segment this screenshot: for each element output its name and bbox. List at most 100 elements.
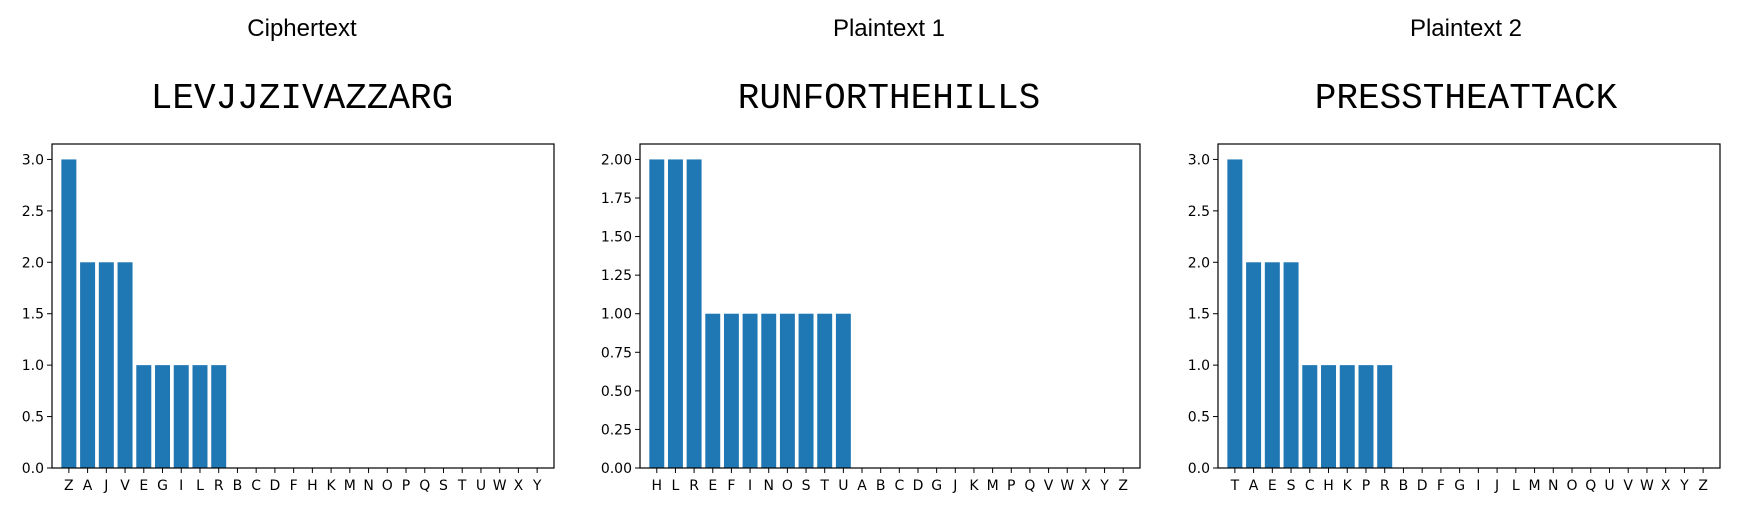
x-tick-label: V — [1623, 478, 1633, 494]
bar-H — [1321, 365, 1337, 468]
y-tick-label: 1.75 — [601, 191, 632, 207]
x-tick-label: W — [493, 478, 507, 494]
x-tick-label: J — [952, 478, 957, 494]
x-tick-label: X — [1661, 478, 1671, 494]
x-tick-label: R — [1380, 478, 1390, 494]
x-tick-label: E — [708, 478, 717, 494]
bar-U — [835, 313, 851, 468]
y-tick-label: 2.5 — [1188, 204, 1210, 220]
x-tick-label: G — [1454, 478, 1465, 494]
x-tick-label: T — [819, 478, 829, 494]
plot-frame — [51, 143, 555, 469]
x-tick-label: W — [1640, 478, 1654, 494]
y-tick-label: 1.5 — [22, 307, 44, 323]
x-tick-label: G — [931, 478, 942, 494]
x-tick-label: L — [1512, 478, 1520, 494]
y-tick-label: 1.00 — [601, 307, 632, 323]
x-tick-label: Z — [64, 478, 74, 494]
x-tick-label: P — [1007, 478, 1015, 494]
x-tick-label: B — [233, 478, 243, 494]
x-tick-label: R — [689, 478, 699, 494]
x-tick-label: L — [672, 478, 680, 494]
bar-P — [1358, 365, 1374, 468]
x-tick-label: Q — [1024, 478, 1035, 494]
y-tick-label: 2.0 — [1188, 255, 1210, 271]
x-tick-label: A — [1249, 478, 1259, 494]
y-tick-label: 1.50 — [601, 230, 632, 246]
x-tick-label: A — [83, 478, 93, 494]
x-tick-label: F — [290, 478, 298, 494]
y-tick-label: 0.5 — [1188, 410, 1210, 426]
x-tick-label: U — [476, 478, 486, 494]
x-tick-label: M — [987, 478, 999, 494]
y-tick-label: 2.0 — [22, 255, 44, 271]
x-tick-label: C — [894, 478, 904, 494]
panel-text: PRESSTHEATTACK — [1315, 78, 1618, 119]
x-tick-label: N — [1548, 478, 1558, 494]
x-tick-label: H — [1323, 478, 1334, 494]
bar-I — [742, 313, 758, 468]
bar-S — [1283, 262, 1299, 468]
x-tick-label: X — [514, 478, 524, 494]
bar-S — [798, 313, 814, 468]
x-tick-label: T — [457, 478, 467, 494]
bar-E — [136, 365, 152, 468]
y-tick-label: 0.75 — [601, 345, 632, 361]
x-tick-label: P — [1362, 478, 1370, 494]
bar-T — [1227, 159, 1243, 468]
x-tick-label: H — [307, 478, 318, 494]
bar-F — [723, 313, 739, 468]
panel-title: Ciphertext — [247, 15, 357, 42]
bar-R — [211, 365, 227, 468]
x-tick-label: N — [763, 478, 773, 494]
plot-frame — [1217, 143, 1721, 469]
x-tick-label: P — [402, 478, 410, 494]
x-tick-label: A — [857, 478, 867, 494]
panel-title: Plaintext 2 — [1410, 15, 1522, 42]
bar-R — [1377, 365, 1393, 468]
y-tick-label: 2.00 — [601, 152, 632, 168]
bar-C — [1302, 365, 1318, 468]
y-tick-label: 1.5 — [1188, 307, 1210, 323]
y-tick-label: 1.0 — [22, 358, 44, 374]
bar-L — [192, 365, 208, 468]
x-tick-label: F — [727, 478, 735, 494]
bar-O — [779, 313, 795, 468]
x-tick-label: H — [652, 478, 663, 494]
bar-E — [1264, 262, 1280, 468]
x-tick-label: C — [251, 478, 261, 494]
x-tick-label: K — [969, 478, 979, 494]
x-tick-label: Q — [1585, 478, 1596, 494]
y-tick-label: 0.0 — [22, 461, 44, 477]
x-tick-label: V — [1044, 478, 1054, 494]
x-tick-label: I — [1476, 478, 1480, 494]
x-tick-label: E — [1268, 478, 1277, 494]
bar-G — [155, 365, 171, 468]
x-tick-label: O — [1567, 478, 1578, 494]
bar-Z — [61, 159, 77, 468]
bar-I — [173, 365, 189, 468]
x-tick-label: F — [1437, 478, 1445, 494]
y-tick-label: 1.0 — [1188, 358, 1210, 374]
x-tick-label: O — [382, 478, 393, 494]
y-tick-label: 0.25 — [601, 422, 632, 438]
x-tick-label: G — [157, 478, 168, 494]
x-tick-label: D — [913, 478, 924, 494]
y-tick-label: 2.5 — [22, 204, 44, 220]
x-tick-label: S — [1287, 478, 1296, 494]
panel-text: RUNFORTHEHILLS — [738, 78, 1040, 119]
x-tick-label: J — [103, 478, 108, 494]
x-tick-label: Y — [1679, 478, 1689, 494]
y-tick-label: 3.0 — [1188, 152, 1210, 168]
x-tick-label: B — [1399, 478, 1409, 494]
panel-text: LEVJJZIVAZZARG — [151, 78, 453, 119]
x-tick-label: K — [327, 478, 337, 494]
x-tick-label: W — [1060, 478, 1074, 494]
bar-K — [1339, 365, 1355, 468]
bar-J — [98, 262, 114, 468]
x-tick-label: U — [1604, 478, 1614, 494]
x-tick-label: I — [748, 478, 752, 494]
chart-panel-3: Plaintext 2 PRESSTHEATTACK 0.0 0.5 1.0 1.5 2.0… — [1188, 15, 1721, 494]
bar-A — [1246, 262, 1262, 468]
y-tick-label: 3.0 — [22, 152, 44, 168]
